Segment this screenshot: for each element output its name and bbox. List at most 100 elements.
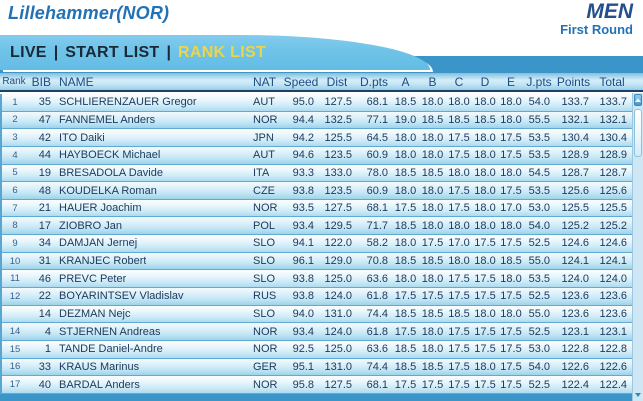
cell-nat: NOR <box>253 202 278 215</box>
cell-e: 18.0 <box>500 113 522 126</box>
table-row: 11 46 PREVC Peter SLO 93.8 125.0 63.6 18.0 18.0 1… <box>2 270 632 289</box>
table-row: 15 1 TANDE Daniel-Andre NOR 92.5 125.0 63.6 18.… <box>2 340 632 359</box>
column-header-rank: Rank <box>2 76 26 87</box>
cell-a: 18.0 <box>394 184 417 197</box>
cell-nat: SLO <box>253 237 276 250</box>
cell-b: 18.0 <box>421 343 444 356</box>
scroll-up-button[interactable] <box>634 94 642 106</box>
cell-points: 130.4 <box>561 131 589 144</box>
cell-a: 18.5 <box>394 219 417 232</box>
cell-rank: 10 <box>9 255 21 267</box>
cell-dist: 125.0 <box>324 343 352 356</box>
cell-c: 18.0 <box>448 255 470 268</box>
cell-a: 19.0 <box>394 113 417 126</box>
cell-points: 122.4 <box>561 378 589 391</box>
cell-d-pts: 71.7 <box>366 219 388 232</box>
scrollbar[interactable] <box>632 93 643 401</box>
cell-nat: AUT <box>253 96 275 109</box>
cell-dist: 131.0 <box>324 308 352 320</box>
cell-nat: AUT <box>253 149 275 162</box>
cell-rank: 9 <box>12 237 18 249</box>
cell-c: 17.5 <box>448 325 470 338</box>
cell-a: 18.0 <box>394 131 417 144</box>
nav-item-rank-list[interactable]: RANK LIST <box>177 43 267 61</box>
cell-e: 17.5 <box>500 343 522 356</box>
cell-rank: 14 <box>9 326 21 338</box>
cell-total: 124.0 <box>599 272 627 285</box>
cell-rank: 6 <box>12 185 18 197</box>
cell-d: 18.0 <box>474 219 496 232</box>
column-header-c: C <box>454 74 464 89</box>
scroll-thumb[interactable] <box>634 109 642 157</box>
cell-name: DEZMAN Nejc <box>59 308 131 320</box>
scroll-down-button[interactable] <box>634 389 642 400</box>
cell-d: 18.0 <box>474 308 496 320</box>
cell-speed: 93.4 <box>292 325 314 338</box>
cell-d-pts: 60.9 <box>366 149 388 162</box>
cell-total: 122.6 <box>599 360 627 373</box>
cell-d-pts: 61.8 <box>366 325 388 338</box>
cell-rank: 12 <box>9 290 21 302</box>
cell-total: 132.1 <box>599 113 627 126</box>
cell-b: 18.0 <box>421 202 444 215</box>
cell-d-pts: 58.2 <box>366 237 388 250</box>
cell-a: 18.5 <box>394 360 417 373</box>
cell-speed: 94.6 <box>292 149 314 162</box>
cell-dist: 127.5 <box>324 378 352 391</box>
cell-bib: 17 <box>38 219 51 232</box>
cell-nat: ITA <box>253 166 270 179</box>
cell-d: 18.0 <box>474 202 496 215</box>
cell-bib: 14 <box>38 308 51 320</box>
cell-c: 17.0 <box>448 237 470 250</box>
cell-d: 18.0 <box>474 184 496 197</box>
cell-name: SCHLIERENZAUER Gregor <box>59 96 197 109</box>
down-arrow-icon <box>635 392 641 397</box>
cell-name: PREVC Peter <box>59 272 127 285</box>
cell-speed: 95.0 <box>292 96 314 109</box>
cell-total: 122.4 <box>599 378 627 391</box>
cell-d-pts: 70.8 <box>366 255 388 268</box>
cell-j-pts: 54.5 <box>528 166 550 179</box>
table-row: 16 33 KRAUS Marinus GER 95.1 131.0 74.4 18.5 18.… <box>2 358 632 377</box>
cell-a: 17.5 <box>394 202 417 215</box>
cell-total: 124.6 <box>599 237 627 250</box>
category-title: MEN <box>586 0 633 23</box>
cell-nat: SLO <box>253 308 276 320</box>
table-row: 7 21 HAUER Joachim NOR 93.5 127.5 68.1 17.5 18.0… <box>2 199 632 218</box>
nav-separator: | <box>53 43 59 61</box>
cell-d: 17.5 <box>474 378 496 391</box>
cell-d: 18.5 <box>474 113 496 126</box>
nav-separator: | <box>166 43 171 61</box>
cell-a: 18.0 <box>394 149 417 162</box>
cell-d: 18.0 <box>474 96 496 109</box>
cell-points: 122.8 <box>561 343 589 356</box>
cell-speed: 94.4 <box>292 113 314 126</box>
cell-rank: 17 <box>9 379 21 391</box>
cell-d: 17.5 <box>474 290 496 303</box>
nav-item-start-list[interactable]: START LIST <box>65 43 160 61</box>
table-row: 14 4 STJERNEN Andreas NOR 93.4 124.0 61.8 17.5 1… <box>2 323 632 341</box>
cell-a: 17.5 <box>394 325 417 338</box>
cell-j-pts: 53.5 <box>528 149 550 162</box>
cell-dist: 123.5 <box>324 149 352 162</box>
cell-name: HAYBOECK Michael <box>59 149 161 162</box>
cell-e: 17.5 <box>500 378 522 391</box>
cell-c: 17.5 <box>448 184 470 197</box>
cell-e: 17.5 <box>500 131 522 144</box>
cell-rank: 16 <box>9 361 21 373</box>
cell-speed: 93.8 <box>292 184 314 197</box>
cell-e: 17.0 <box>500 202 522 215</box>
cell-j-pts: 53.5 <box>528 131 550 144</box>
cell-bib: 48 <box>38 184 51 197</box>
cell-rank: 11 <box>10 273 20 285</box>
cell-rank: 2 <box>12 114 18 126</box>
cell-speed: 96.1 <box>292 255 314 268</box>
cell-rank: 7 <box>12 202 18 214</box>
nav-item-live[interactable]: LIVE <box>10 43 47 61</box>
cell-d: 17.5 <box>474 325 496 338</box>
cell-a: 17.5 <box>394 290 417 303</box>
cell-speed: 95.1 <box>292 360 314 373</box>
cell-j-pts: 53.5 <box>528 272 550 285</box>
cell-points: 125.2 <box>561 219 589 232</box>
cell-e: 17.5 <box>500 290 522 303</box>
